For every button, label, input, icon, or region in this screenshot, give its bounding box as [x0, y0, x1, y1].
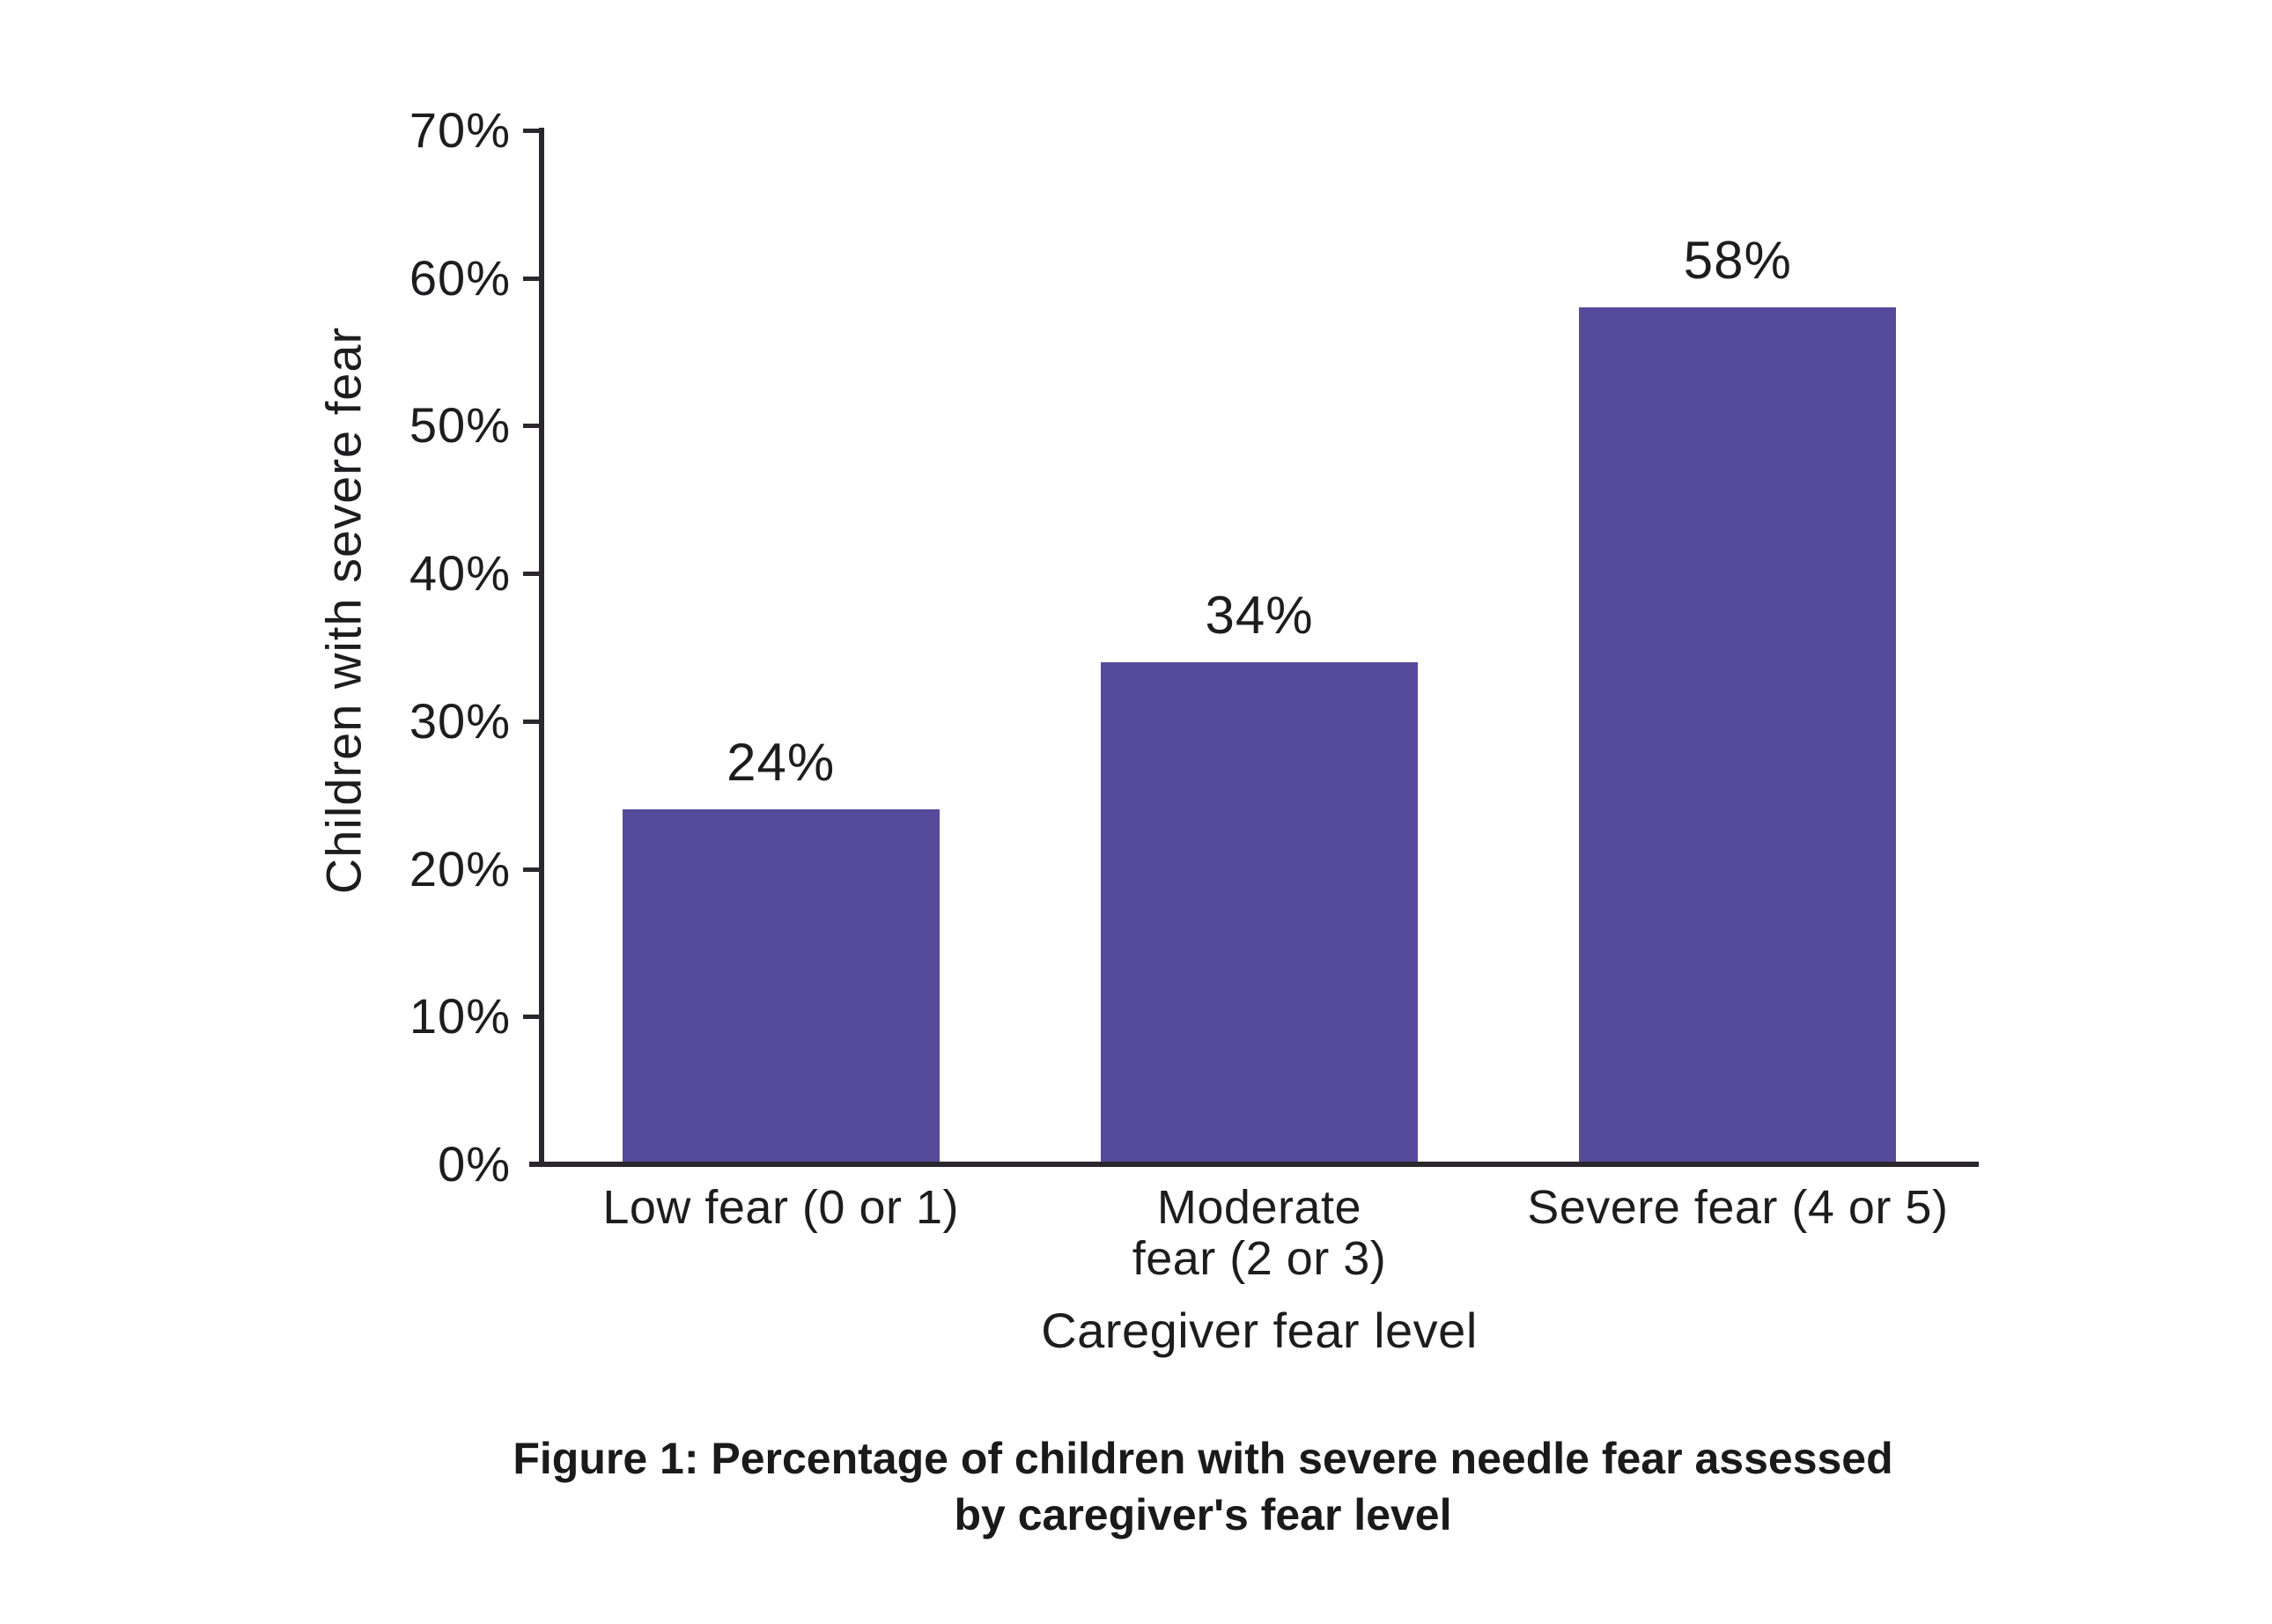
x-axis-title: Caregiver fear level [1041, 1303, 1478, 1358]
y-tick-label: 0% [438, 1136, 511, 1192]
y-tick-label: 40% [409, 545, 511, 602]
figure-caption: Figure 1: Percentage of children with se… [137, 1430, 2268, 1543]
y-tick-mark [523, 1015, 541, 1020]
y-axis-line [539, 128, 544, 1167]
y-tick-mark [523, 572, 541, 577]
x-tick-label-low-fear-0-or-1: Low fear (0 or 1) [602, 1181, 959, 1234]
y-tick-mark [523, 276, 541, 281]
y-tick-mark [523, 424, 541, 429]
bar-severe-fear-4-or-5 [1579, 307, 1897, 1167]
bar-low-fear-0-or-1 [622, 809, 940, 1167]
caption-line-1: Figure 1: Percentage of children with se… [513, 1434, 1893, 1483]
y-axis-title: Children with severe fear [315, 326, 372, 895]
y-tick-mark [523, 129, 541, 133]
y-tick-label: 70% [409, 102, 511, 158]
y-tick-label: 50% [409, 397, 511, 454]
bar-value-label: 34% [1205, 585, 1314, 645]
y-tick-label: 60% [409, 249, 511, 306]
x-tick-label-severe-fear-4-or-5: Severe fear (4 or 5) [1527, 1181, 1949, 1234]
bar-moderate-fear-2-or-3 [1101, 661, 1418, 1167]
bar-value-label: 58% [1683, 231, 1792, 291]
x-axis-line [529, 1162, 1979, 1167]
y-tick-mark [523, 867, 541, 872]
y-tick-label: 30% [409, 692, 511, 749]
y-tick-mark [523, 719, 541, 724]
y-tick-label: 10% [409, 988, 511, 1045]
y-tick-label: 20% [409, 840, 511, 897]
x-tick-label-moderate-fear-2-or-3: Moderate fear (2 or 3) [1132, 1181, 1387, 1285]
caption-line-2: by caregiver's fear level [954, 1490, 1452, 1539]
bar-value-label: 24% [727, 733, 836, 793]
